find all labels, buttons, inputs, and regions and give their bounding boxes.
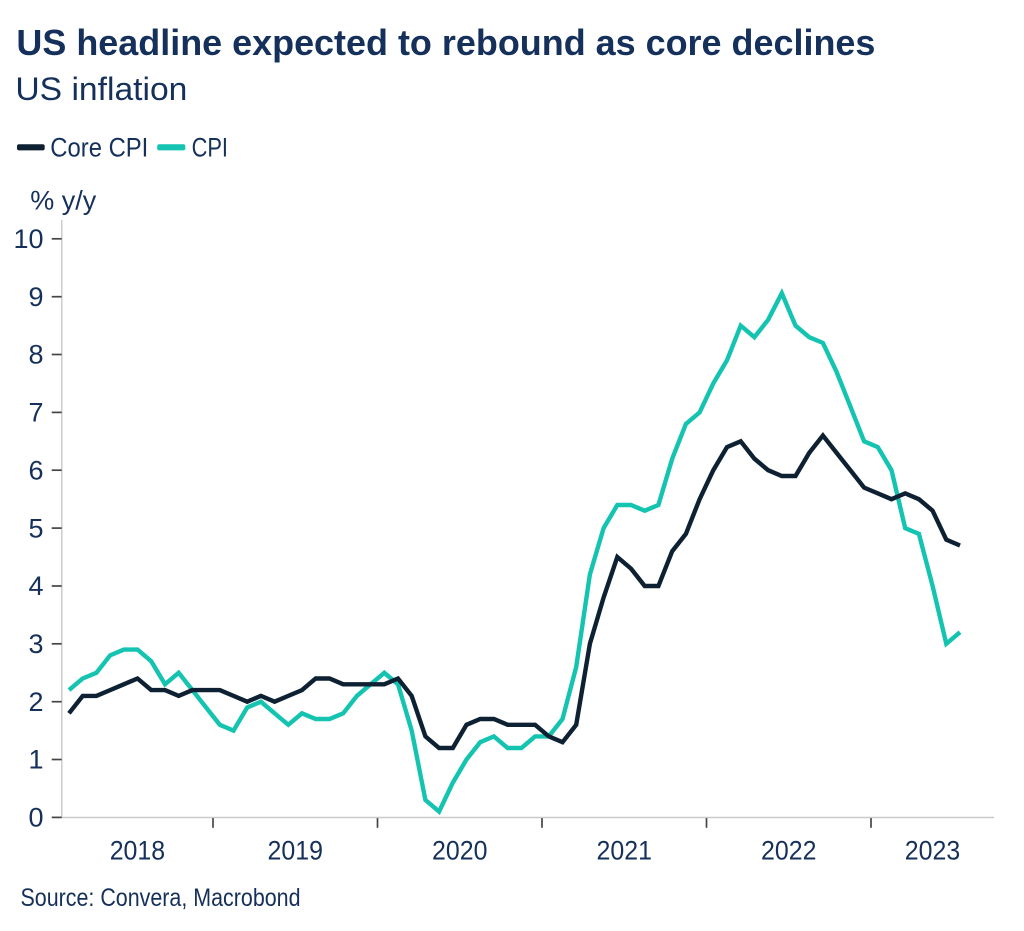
svg-text:2020: 2020 <box>432 836 487 866</box>
svg-text:0: 0 <box>28 803 43 833</box>
svg-text:10: 10 <box>13 224 43 254</box>
svg-text:2023: 2023 <box>905 836 960 866</box>
svg-text:Source: Convera, Macrobond: Source: Convera, Macrobond <box>21 884 301 912</box>
svg-text:2021: 2021 <box>597 836 652 866</box>
svg-text:1: 1 <box>28 745 43 775</box>
svg-text:4: 4 <box>28 571 43 601</box>
svg-text:8: 8 <box>28 340 43 370</box>
svg-text:CPI: CPI <box>192 132 228 162</box>
svg-text:% y/y: % y/y <box>30 186 97 216</box>
svg-text:US inflation: US inflation <box>15 71 187 107</box>
svg-text:2022: 2022 <box>761 836 816 866</box>
svg-text:2018: 2018 <box>110 836 165 866</box>
svg-text:2019: 2019 <box>268 836 323 866</box>
svg-text:2: 2 <box>28 687 43 717</box>
svg-text:3: 3 <box>28 629 43 659</box>
svg-text:7: 7 <box>28 398 43 428</box>
svg-text:Core CPI: Core CPI <box>50 132 148 162</box>
svg-text:6: 6 <box>28 455 43 485</box>
svg-text:US headline expected to reboun: US headline expected to rebound as core … <box>16 22 875 63</box>
svg-text:5: 5 <box>28 513 43 543</box>
svg-text:9: 9 <box>28 282 43 312</box>
